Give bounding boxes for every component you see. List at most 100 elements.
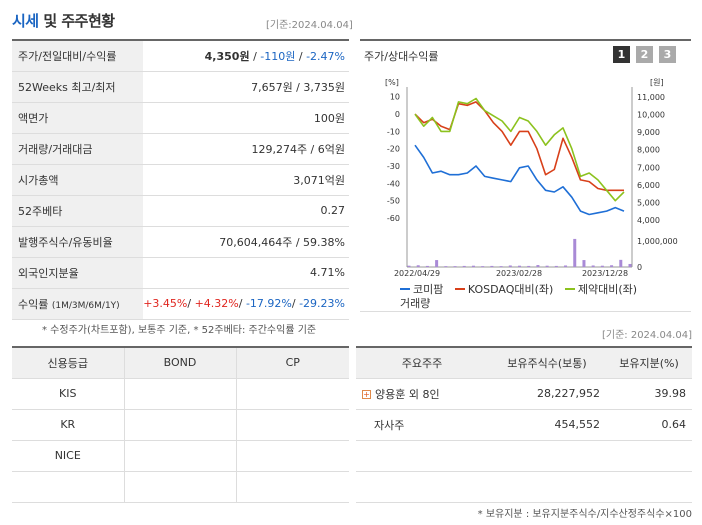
row-label: 52주베타 — [12, 195, 144, 227]
right-tick-label: 6,000 — [637, 181, 660, 190]
table-row: NICE — [12, 440, 349, 472]
table-row: + 양용훈 외 8인 28,227,952 39.98 — [356, 378, 692, 410]
chart-legend: 코미팜 KOSDAQ대비(좌) 제약대비(좌) — [400, 280, 645, 297]
price-footnote: * 수정주가(차트포함), 보통주 기준, * 52주베타: 주간수익률 기준 — [42, 325, 317, 336]
price-change: -110원 — [260, 49, 296, 63]
volume-bar — [508, 265, 512, 267]
left-tick-label: -40 — [387, 179, 400, 188]
return-3m: +4.32% — [194, 297, 239, 310]
legend-line-icon — [400, 288, 410, 290]
volume-bar — [462, 265, 466, 267]
row-label: 외국인지분율 — [12, 257, 144, 289]
x-tick-label: 2022/04/29 — [394, 269, 440, 276]
holder-pct: 39.98 — [606, 378, 692, 410]
volume-bar — [628, 263, 632, 267]
legend-item: KOSDAQ대비(좌) — [454, 281, 553, 297]
x-tick-label: 2023/02/28 — [496, 269, 542, 276]
volume-tick-label: 0 — [637, 263, 642, 272]
table-row: 수익률 (1M/3M/6M/1Y) +3.45%/ +4.32%/ -17.92… — [12, 288, 349, 320]
volume-bar — [527, 265, 531, 267]
left-tick-label: -10 — [387, 127, 400, 136]
row-value: 70,604,464주 / 59.38% — [143, 226, 349, 258]
row-value: 100원 — [143, 102, 349, 134]
credit-table: 신용등급 BOND CP KIS KR NICE — [12, 346, 349, 503]
row-value: 129,274주 / 6억원 — [143, 133, 349, 165]
table-row — [12, 471, 349, 503]
volume-bar — [591, 265, 595, 267]
expand-icon[interactable]: + — [362, 390, 371, 399]
volume-bar — [600, 265, 604, 267]
series-line — [414, 97, 625, 202]
table-row: 52주베타 0.27 — [12, 195, 349, 227]
table-row: 액면가 100원 — [12, 102, 349, 134]
holders-basedate: [기준: 2024.04.04] — [601, 330, 692, 341]
right-tick-label: 9,000 — [637, 128, 660, 137]
right-tick-label: 8,000 — [637, 146, 660, 155]
right-tick-label: 11,000 — [637, 93, 665, 102]
price-basedate: [기준:2024.04.04] — [266, 20, 353, 31]
volume-bar — [564, 265, 568, 267]
row-label: 발행주식수/유동비율 — [12, 226, 144, 258]
left-tick-label: -60 — [387, 214, 400, 223]
price-change-rate: -2.47% — [306, 49, 345, 63]
section-title: 시세 및 주주현황 — [12, 12, 115, 30]
holder-name: 자사주 — [356, 409, 488, 441]
table-row: 시가총액 3,071억원 — [12, 164, 349, 196]
volume-bar — [416, 265, 420, 267]
column-header: 주요주주 — [356, 347, 488, 379]
row-value: 7,657원 / 3,735원 — [143, 71, 349, 103]
table-row: 자사주 454,552 0.64 — [356, 409, 692, 441]
legend-item: 거래량 — [400, 297, 431, 310]
left-tick-label: 10 — [390, 93, 400, 102]
volume-bar — [518, 265, 521, 267]
legend-item: 제약대비(좌) — [564, 281, 637, 297]
legend-item: 코미팜 — [400, 281, 443, 297]
left-tick-label: -20 — [387, 145, 400, 154]
chart-page-1[interactable]: 1 — [613, 46, 630, 63]
right-tick-label: 5,000 — [637, 198, 660, 207]
chart-title: 주가/상대수익률 — [364, 50, 439, 63]
legend-line-icon — [454, 288, 465, 290]
table-header-row: 신용등급 BOND CP — [12, 347, 349, 379]
holder-shares: 454,552 — [488, 409, 606, 441]
volume-bar — [453, 266, 457, 267]
volume-bar — [471, 265, 475, 267]
table-header-row: 주요주주 보유주식수(보통) 보유지분(%) — [356, 347, 692, 379]
volume-bar — [425, 265, 429, 267]
row-value: 0.27 — [143, 195, 349, 227]
chart-page-2[interactable]: 2 — [636, 46, 653, 63]
volume-bar — [554, 265, 558, 267]
price-chart: [%] [원] 10 0 -10 -20 -30 -40 -50 -60 11,000 10,000 9… — [385, 78, 678, 276]
left-tick-label: -30 — [387, 162, 400, 171]
table-row: KR — [12, 409, 349, 441]
left-axis-unit: [%] — [385, 78, 399, 87]
right-tick-label: 7,000 — [637, 163, 660, 172]
row-label: 52Weeks 최고/최저 — [12, 71, 144, 103]
price-table: 주가/전일대비/수익률 4,350원 / -110원 / -2.47% 52We… — [12, 39, 349, 320]
right-tick-label: 4,000 — [637, 216, 660, 225]
row-label: 시가총액 — [12, 164, 144, 196]
holder-pct: 0.64 — [606, 409, 692, 441]
right-tick-label: 10,000 — [637, 111, 665, 120]
table-row: 52Weeks 최고/최저 7,657원 / 3,735원 — [12, 71, 349, 103]
table-row: 외국인지분율 4.71% — [12, 257, 349, 289]
chart-page-3[interactable]: 3 — [659, 46, 676, 63]
row-label: 액면가 — [12, 102, 144, 134]
left-tick-label: 0 — [395, 110, 400, 119]
x-tick-label: 2023/12/28 — [582, 269, 628, 276]
table-row — [356, 471, 692, 503]
volume-bar — [619, 259, 623, 267]
volume-bar — [573, 238, 577, 267]
series-line — [414, 144, 625, 216]
table-row: KIS — [12, 378, 349, 410]
volume-bar — [481, 266, 485, 267]
volume-bar — [582, 260, 586, 267]
left-tick-label: -50 — [387, 197, 400, 206]
return-1m: +3.45% — [143, 297, 188, 310]
current-price: 4,350원 — [204, 49, 250, 63]
row-label: 거래량/거래대금 — [12, 133, 144, 165]
table-row: 주가/전일대비/수익률 4,350원 / -110원 / -2.47% — [12, 40, 349, 72]
volume-bar — [407, 265, 411, 267]
volume-bar — [444, 266, 448, 267]
volume-bar — [536, 265, 540, 267]
